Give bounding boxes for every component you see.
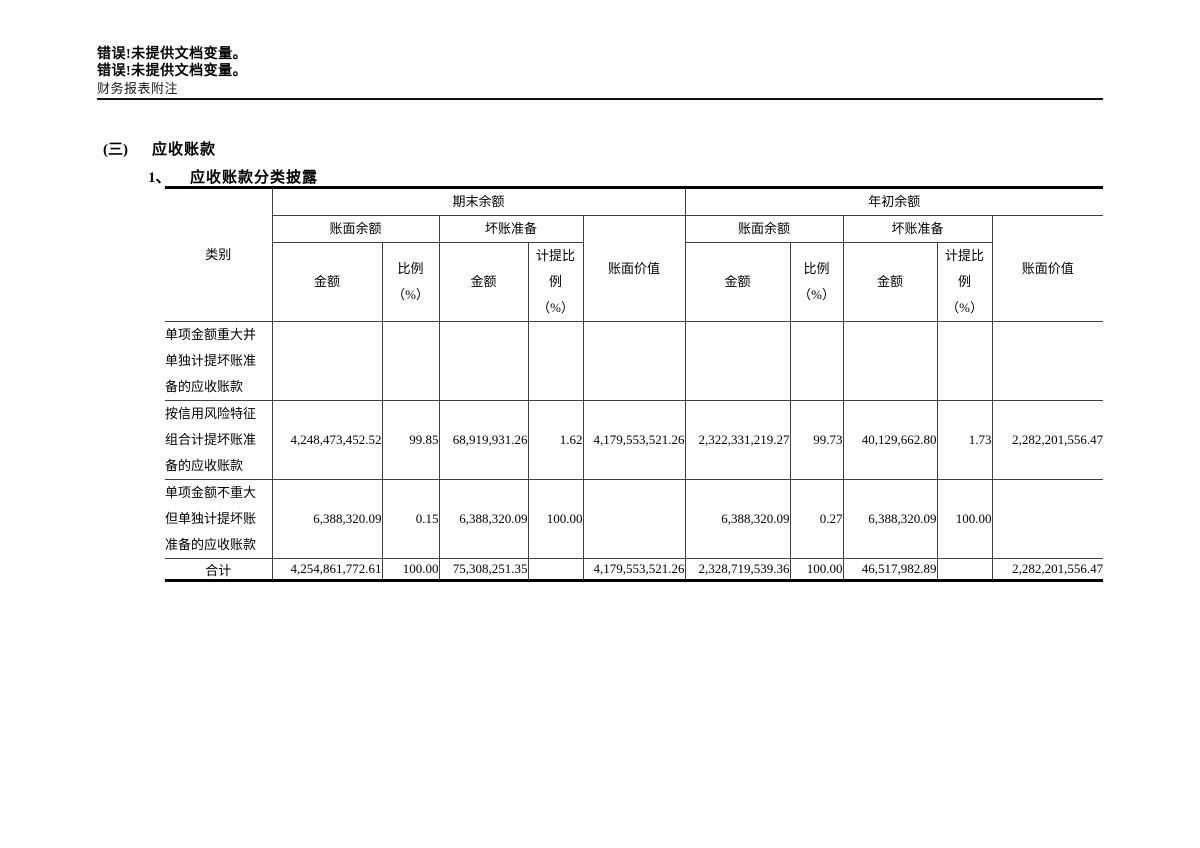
total-value-cell: 4,179,553,521.26 [582,558,686,581]
ratio-header-line: （%） [392,287,429,302]
table-row-individually-insignificant: 单项金额不重大 但单独计提坏账 准备的应收账款 6,388,320.09 0.1… [165,479,1104,559]
document-header: 错误!未提供文档变量。 错误!未提供文档变量。 财务报表附注 [97,46,1103,100]
ending-balance-group-header: 期末余额 [271,187,686,216]
value-cell [381,321,440,401]
value-cell: 1.73 [936,400,993,480]
beginning-book-balance-header: 账面余额 [684,215,844,243]
ending-provision-amount-header: 金额 [438,242,529,322]
provision-ratio-header-line: （%） [946,300,983,315]
header-row-2: 账面余额 坏账准备 账面价值 账面余额 坏账准备 账面价值 [165,215,1104,322]
category-line: 备的应收账款 [165,379,244,394]
value-cell [991,321,1104,401]
value-cell [991,479,1104,559]
header-row-1: 类别 期末余额 年初余额 [165,187,1104,322]
receivables-classification-table: 类别 期末余额 年初余额 账面余额 坏账准备 账面价值 账面余额 坏账准备 账面… [165,186,1104,582]
category-cell: 按信用风险特征 组合计提坏账准 备的应收账款 [165,400,273,480]
item-heading: 1、 应收账款分类披露 [0,166,1200,186]
total-value-cell: 75,308,251.35 [438,558,529,581]
value-cell [438,321,529,401]
ratio-header-line: （%） [798,287,835,302]
provision-ratio-header-line: 计提比 [535,248,575,263]
item-number: 1、 [148,170,171,186]
value-cell [271,321,383,401]
value-cell: 68,919,931.26 [438,400,529,480]
beginning-bad-debt-provision-header: 坏账准备 [842,215,993,243]
category-line: 单项金额不重大 [165,485,257,500]
section-title: 应收账款 [152,142,217,158]
category-line: 准备的应收账款 [165,537,257,552]
provision-ratio-header-line: （%） [537,300,574,315]
section-heading: (三) 应收账款 [0,138,1200,158]
beginning-provision-amount-header: 金额 [842,242,938,322]
category-line: 组合计提坏账准 [165,432,257,447]
total-value-cell: 100.00 [789,558,844,581]
total-value-cell [936,558,993,581]
category-line: 备的应收账款 [165,458,244,473]
provision-ratio-header-line: 计提比 [945,248,985,263]
beginning-ratio-header: 比例 （%） [789,242,844,322]
value-cell: 0.15 [381,479,440,559]
beginning-balance-group-header: 年初余额 [684,187,1104,216]
total-value-cell: 2,282,201,556.47 [991,558,1104,581]
value-cell: 2,322,331,219.27 [684,400,791,480]
category-cell: 单项金额不重大 但单独计提坏账 准备的应收账款 [165,479,273,559]
table-row-individually-significant: 单项金额重大并 单独计提坏账准 备的应收账款 [165,321,1104,401]
total-label-cell: 合计 [165,558,273,581]
value-cell: 1.62 [527,400,584,480]
value-cell: 2,282,201,556.47 [991,400,1104,480]
value-cell: 6,388,320.09 [438,479,529,559]
value-cell [684,321,791,401]
value-cell: 100.00 [936,479,993,559]
total-value-cell: 100.00 [381,558,440,581]
beginning-provision-ratio-header: 计提比 例 （%） [936,242,993,322]
category-line: 单独计提坏账准 [165,353,257,368]
value-cell: 4,248,473,452.52 [271,400,383,480]
value-cell: 0.27 [789,479,844,559]
value-cell [582,321,686,401]
provision-ratio-header-line: 例 [958,274,972,289]
value-cell: 40,129,662.80 [842,400,938,480]
section-number: (三) [103,142,128,158]
total-value-cell: 4,254,861,772.61 [271,558,383,581]
value-cell: 99.73 [789,400,844,480]
total-value-cell: 2,328,719,539.36 [684,558,791,581]
ratio-header-line: 比例 [397,261,424,276]
ending-amount-header: 金额 [271,242,383,322]
value-cell [582,479,686,559]
beginning-amount-header: 金额 [684,242,791,322]
category-line: 但单独计提坏账 [165,511,257,526]
category-line: 单项金额重大并 [165,327,257,342]
value-cell: 4,179,553,521.26 [582,400,686,480]
total-value-cell: 46,517,982.89 [842,558,938,581]
value-cell [527,321,584,401]
item-title: 应收账款分类披露 [190,170,319,186]
total-value-cell [527,558,584,581]
value-cell: 6,388,320.09 [684,479,791,559]
ending-ratio-header: 比例 （%） [381,242,440,322]
notes-subtitle: 财务报表附注 [97,81,179,96]
category-line: 按信用风险特征 [165,406,257,421]
value-cell [936,321,993,401]
ratio-header-line: 比例 [803,261,830,276]
beginning-book-value-header: 账面价值 [991,215,1104,322]
ending-book-balance-header: 账面余额 [271,215,440,243]
error-variable-line-2: 错误!未提供文档变量。 [97,64,248,79]
category-cell: 单项金额重大并 单独计提坏账准 备的应收账款 [165,321,273,401]
header-row-3: 金额 比例 （%） 金额 计提比 例 （%） 金额 比例 （%） 金额 计提比 … [165,242,1103,322]
ending-provision-ratio-header: 计提比 例 （%） [527,242,584,322]
ending-book-value-header: 账面价值 [582,215,686,322]
error-variable-line-1: 错误!未提供文档变量。 [97,47,248,62]
ending-bad-debt-provision-header: 坏账准备 [438,215,584,243]
value-cell [842,321,938,401]
value-cell: 6,388,320.09 [271,479,383,559]
value-cell [789,321,844,401]
provision-ratio-header-line: 例 [548,274,562,289]
value-cell: 6,388,320.09 [842,479,938,559]
value-cell: 100.00 [527,479,584,559]
category-header: 类别 [165,187,273,322]
table-row-credit-risk-group: 按信用风险特征 组合计提坏账准 备的应收账款 4,248,473,452.52 … [165,400,1104,480]
value-cell: 99.85 [381,400,440,480]
table-row-total: 合计 4,254,861,772.61 100.00 75,308,251.35… [165,558,1104,581]
